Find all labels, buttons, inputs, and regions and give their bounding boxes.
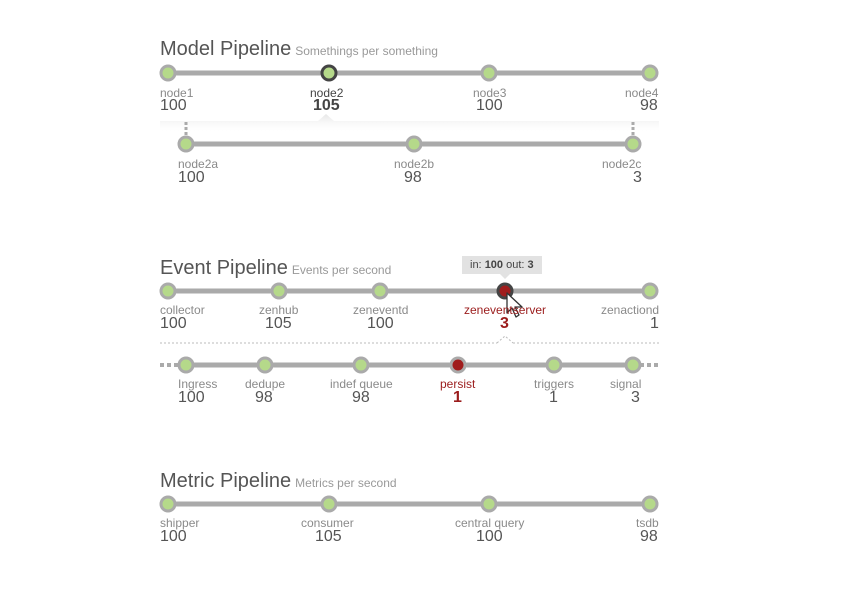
model-node-label: node3 (473, 86, 507, 100)
event-subnode-ingress[interactable] (177, 356, 195, 374)
event-subnode-triggers[interactable] (545, 356, 563, 374)
metric-node-label: consumer (301, 516, 354, 530)
event-node-value: 3 (500, 315, 509, 332)
model-node-value: 100 (160, 97, 187, 114)
event-node-label: zenactiond (601, 303, 660, 317)
event-node-label: collector (160, 303, 205, 317)
event-node-value: 105 (265, 315, 292, 332)
event-subnode-value: 98 (352, 389, 370, 406)
model-node-label: node2 (310, 86, 344, 100)
event-pipeline-title-text: Event Pipeline (160, 257, 288, 279)
model-pipeline-subtitle: Somethings per something (295, 44, 438, 58)
node-tooltip: in: 100 out: 3 (462, 256, 542, 274)
model-node-node3[interactable] (480, 64, 498, 82)
tooltip-pointer (500, 274, 510, 279)
event-subnode-label: Ingress (178, 377, 218, 391)
model-subnode-node2c[interactable] (624, 135, 642, 153)
event-subnode-signal[interactable] (624, 356, 642, 374)
event-subnode-value: 98 (255, 389, 273, 406)
event-subnode-value: 1 (549, 389, 558, 406)
model-node-node1[interactable] (159, 64, 177, 82)
event-node-collector[interactable] (159, 282, 177, 300)
event-subnode-value: 100 (178, 389, 205, 406)
event-expand-pointer (496, 335, 514, 344)
event-node-value: 100 (367, 315, 394, 332)
model-pipeline-title-text: Model Pipeline (160, 38, 292, 60)
model-subnode-value: 100 (178, 169, 205, 186)
event-subnode-value: 3 (631, 389, 640, 406)
model-node-value: 105 (313, 97, 340, 114)
metric-node-shipper[interactable] (159, 495, 177, 513)
model-node-value: 98 (640, 97, 658, 114)
model-subnode-value: 3 (633, 169, 642, 186)
metric-node-label: tsdb (636, 516, 659, 530)
metric-node-central-query[interactable] (480, 495, 498, 513)
model-subnode-label: node2b (394, 157, 435, 171)
event-node-label: zenhub (259, 303, 299, 317)
model-subnode-value: 98 (404, 169, 422, 186)
tooltip-in-value: 100 (484, 259, 504, 271)
model-node-label: node1 (160, 86, 194, 100)
metric-pipeline-title-text: Metric Pipeline (160, 470, 292, 492)
event-pipeline-subtitle: Events per second (291, 263, 392, 277)
model-node-value: 100 (476, 97, 503, 114)
event-subnode-value: 1 (453, 389, 462, 406)
event-node-label: zeneventserver (464, 303, 547, 317)
model-subnode-node2a[interactable] (177, 135, 195, 153)
metric-node-label: central query (455, 516, 525, 530)
model-subnode-label: node2c (602, 157, 642, 171)
model-expand-panel (160, 114, 659, 133)
model-subnode-node2b[interactable] (405, 135, 423, 153)
metric-node-consumer[interactable] (320, 495, 338, 513)
model-node-label: node4 (625, 86, 659, 100)
event-subnode-label: dedupe (245, 377, 286, 391)
event-node-value: 1 (650, 315, 659, 332)
metric-node-value: 100 (476, 528, 503, 545)
metric-node-tsdb[interactable] (641, 495, 659, 513)
tooltip-out-value: 3 (527, 259, 534, 271)
event-subnode-label: indef queue (330, 377, 393, 391)
event-subnode-label: triggers (534, 377, 575, 391)
event-node-value: 100 (160, 315, 187, 332)
event-subnode-persist[interactable] (449, 356, 467, 374)
event-pipeline-title: Event Pipeline Events per second (160, 257, 391, 280)
model-pipeline-title: Model Pipeline Somethings per something (160, 38, 438, 61)
tooltip-out-label: out: (506, 259, 525, 271)
metric-node-value: 98 (640, 528, 658, 545)
event-subnode-indef-queue[interactable] (352, 356, 370, 374)
metric-node-label: shipper (160, 516, 200, 530)
metric-pipeline-subtitle: Metrics per second (295, 476, 397, 490)
model-node-node2[interactable] (320, 64, 338, 82)
event-subnode-label: signal (610, 377, 642, 391)
metric-pipeline-title: Metric Pipeline Metrics per second (160, 470, 397, 493)
metric-node-value: 100 (160, 528, 187, 545)
event-node-label: zeneventd (353, 303, 409, 317)
event-subnode-dedupe[interactable] (256, 356, 274, 374)
metric-node-value: 105 (315, 528, 342, 545)
model-subnode-label: node2a (178, 157, 219, 171)
event-node-zeneventd[interactable] (371, 282, 389, 300)
event-node-zenhub[interactable] (270, 282, 288, 300)
event-subnode-label: persist (440, 377, 476, 391)
tooltip-in-label: in: (470, 259, 482, 271)
mouse-pointer-icon[interactable] (506, 292, 523, 318)
model-node-node4[interactable] (641, 64, 659, 82)
event-node-zenactiond[interactable] (641, 282, 659, 300)
